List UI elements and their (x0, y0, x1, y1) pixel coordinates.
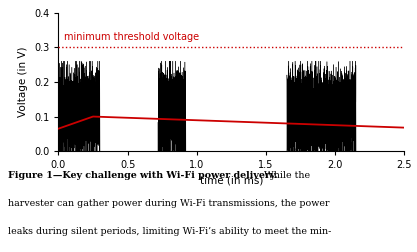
Text: harvester can gather power during Wi-Fi transmissions, the power: harvester can gather power during Wi-Fi … (8, 199, 330, 208)
Text: While the: While the (261, 171, 310, 180)
Text: Figure 1—Key challenge with Wi-Fi power delivery.: Figure 1—Key challenge with Wi-Fi power … (8, 171, 278, 180)
Text: minimum threshold voltage: minimum threshold voltage (64, 32, 199, 42)
Text: leaks during silent periods, limiting Wi-Fi’s ability to meet the min-: leaks during silent periods, limiting Wi… (8, 227, 332, 236)
X-axis label: time (in ms): time (in ms) (200, 176, 263, 186)
Y-axis label: Voltage (in V): Voltage (in V) (18, 47, 28, 117)
